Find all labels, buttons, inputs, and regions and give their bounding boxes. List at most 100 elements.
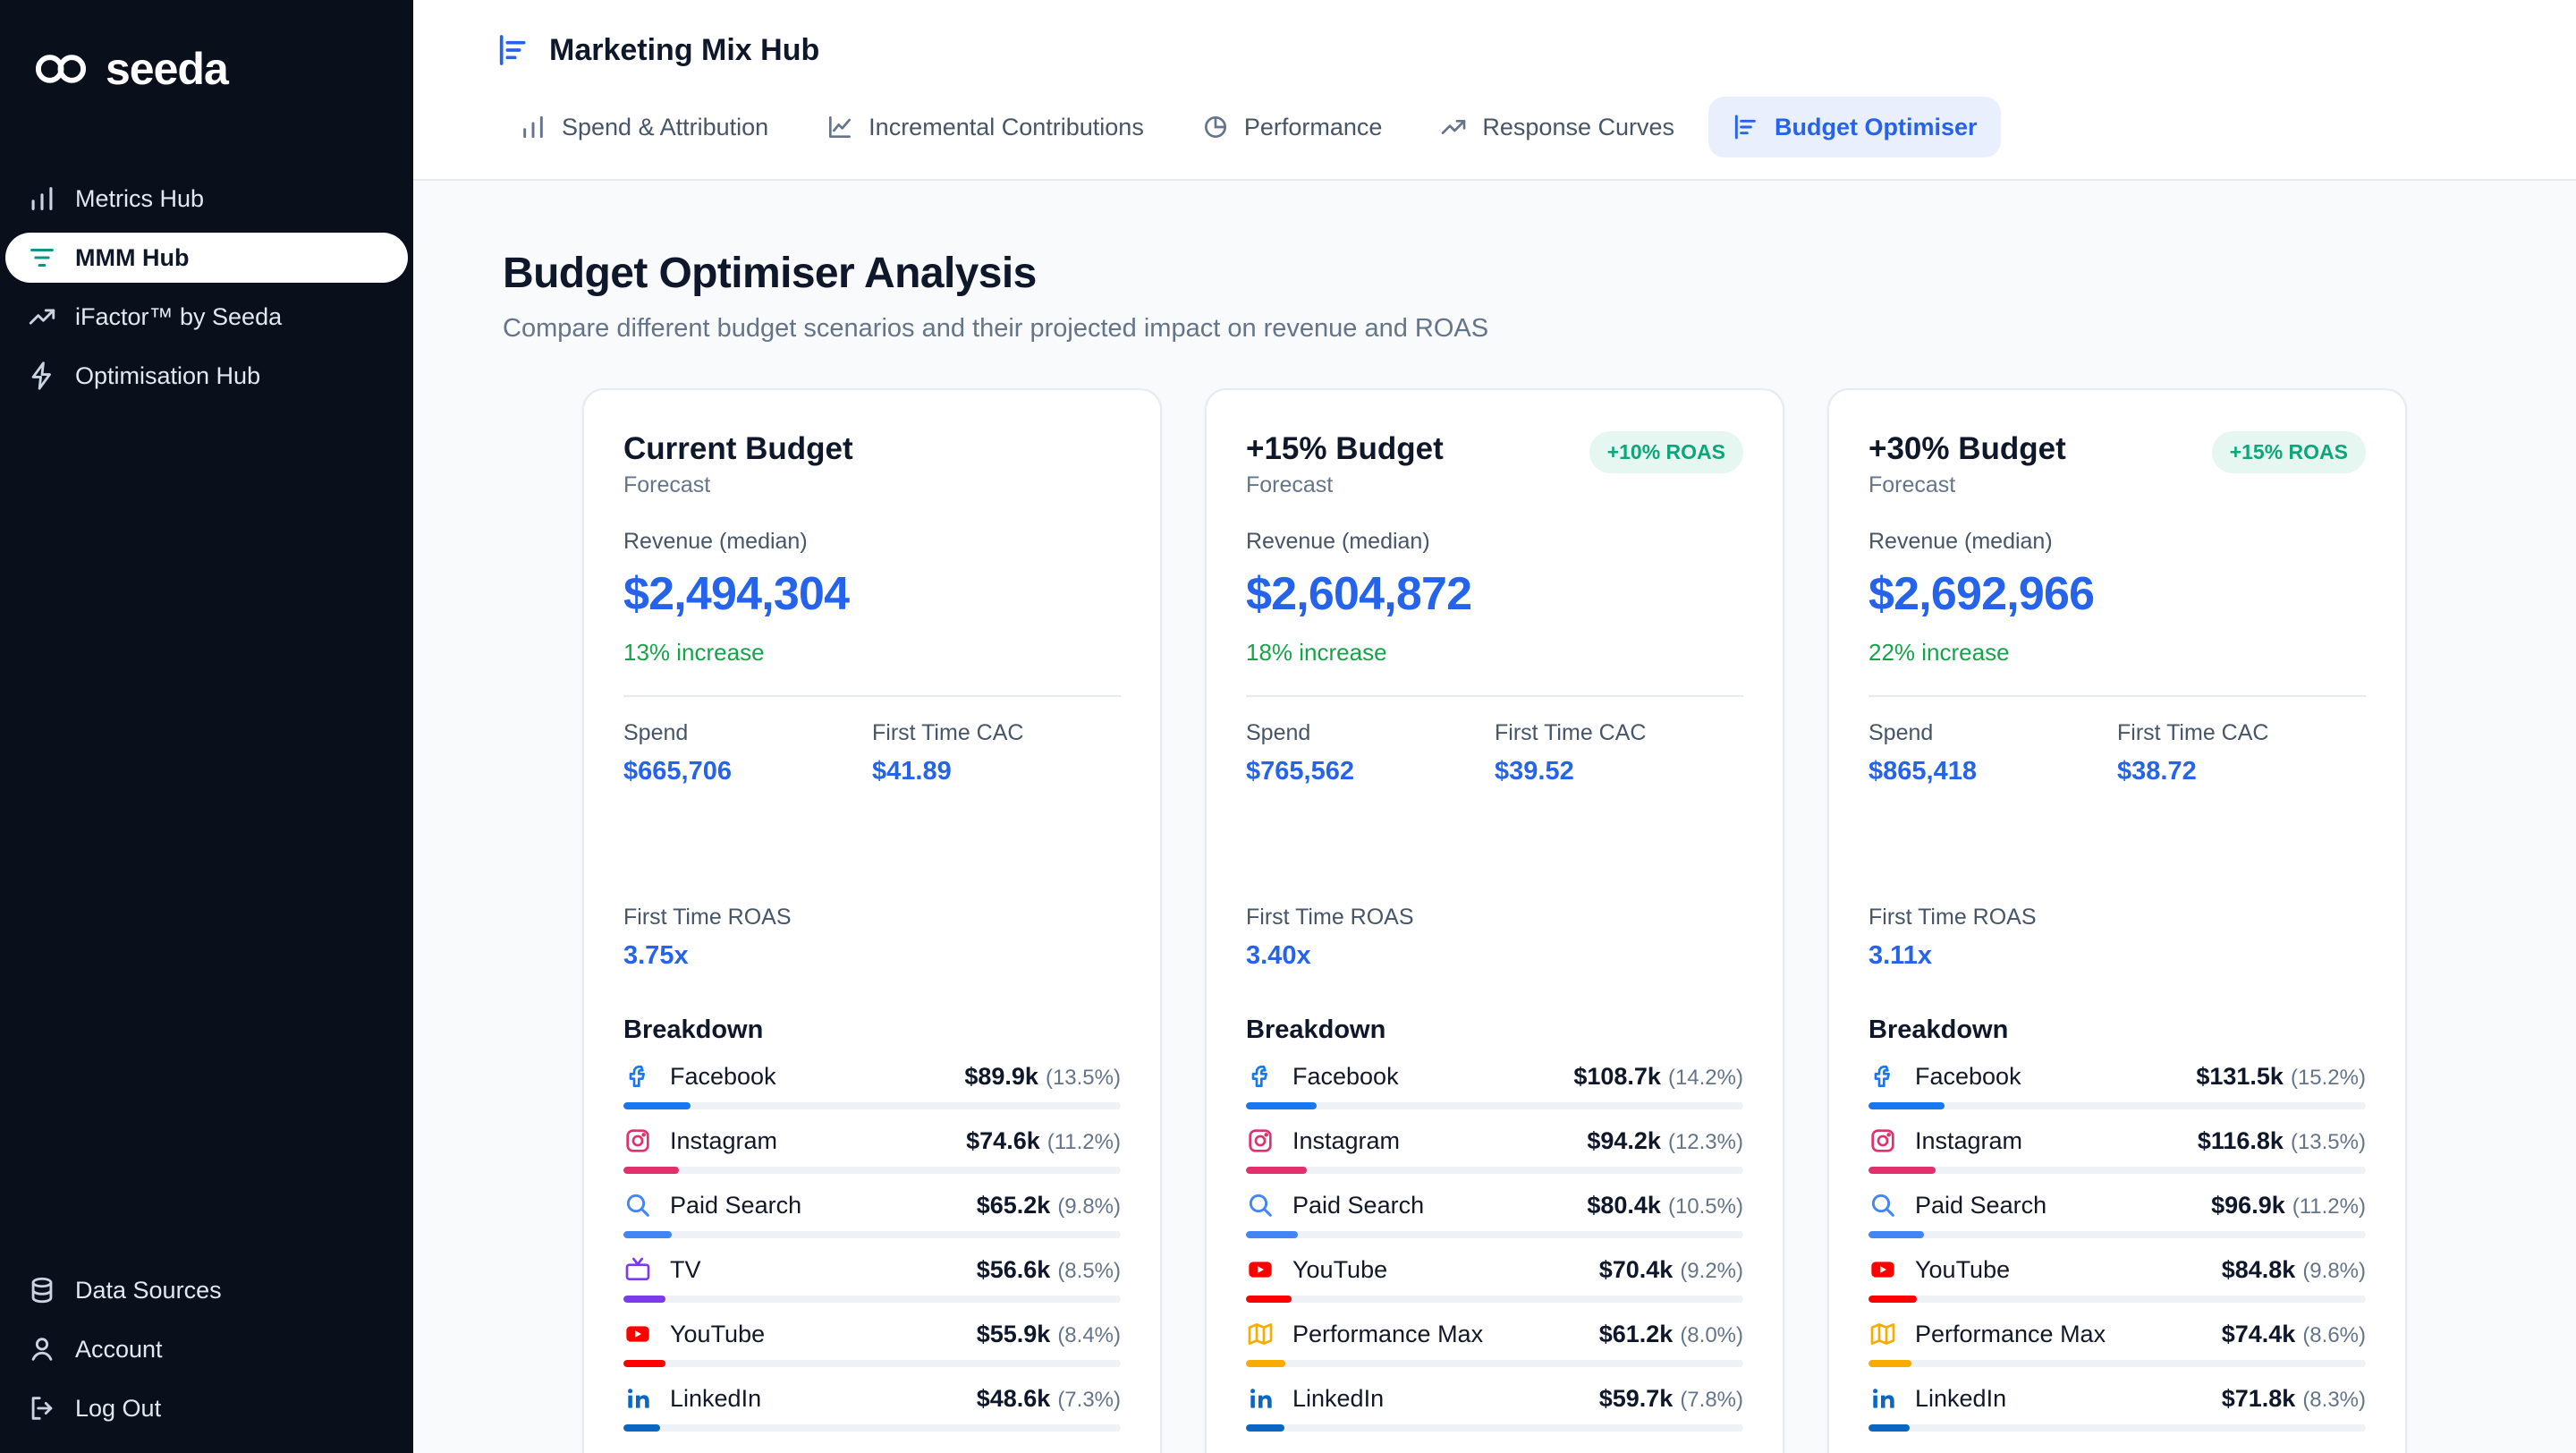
chart-line-icon (826, 113, 854, 141)
facebook-icon (1868, 1062, 1897, 1091)
channel-bar-track (1246, 1296, 1743, 1303)
sidebar-item-ifactor-by-seeda[interactable]: iFactor™ by Seeda (5, 292, 408, 342)
channel-amount: $96.9k (2211, 1191, 2285, 1219)
channel-pct: (9.8%) (2302, 1258, 2366, 1283)
spend-value: $765,562 (1246, 757, 1354, 786)
sidebar-item-optimisation-hub[interactable]: Optimisation Hub (5, 351, 408, 401)
sidebar-item-label: Metrics Hub (75, 184, 205, 212)
tab-spend-attribution[interactable]: Spend & Attribution (496, 97, 792, 157)
sidebar-item-label: Account (75, 1335, 163, 1363)
channel-pct: (11.2%) (2292, 1194, 2366, 1219)
app-logo[interactable]: seeda (0, 32, 413, 106)
logout-icon (27, 1393, 57, 1423)
tab-performance[interactable]: Performance (1178, 97, 1406, 157)
channel-bar-fill (1868, 1102, 1945, 1109)
channel-list: Facebook $131.5k (15.2%) (1868, 1045, 2366, 1432)
channel-bar-fill (1868, 1360, 1911, 1367)
channel-bar-fill (1868, 1296, 1918, 1303)
forecast-label: Forecast (1246, 472, 1334, 497)
increase-label: 22% increase (1868, 639, 2010, 666)
infinity-icon (32, 49, 89, 89)
channel-amount: $108.7k (1573, 1062, 1661, 1090)
tv-icon (623, 1255, 652, 1284)
card-title: +15% Budget (1246, 431, 1444, 466)
channel-item: Performance Max $61.2k (8.0%) (1246, 1303, 1743, 1367)
channel-name: Instagram (1915, 1126, 2023, 1154)
channel-pct: (7.8%) (1680, 1387, 1743, 1412)
channel-pct: (13.5%) (1045, 1065, 1121, 1090)
tab-response-curves[interactable]: Response Curves (1416, 97, 1698, 157)
channel-bar-fill (1246, 1360, 1286, 1367)
channel-item: Paid Search $65.2k (9.8%) (623, 1174, 1121, 1238)
scenario-cards: Current Budget Forecast Revenue (median)… (503, 388, 2487, 1453)
channel-bar-track (1246, 1360, 1743, 1367)
channel-amount: $74.6k (966, 1126, 1040, 1154)
card-title: +30% Budget (1868, 431, 2066, 466)
channel-item: Facebook $89.9k (13.5%) (623, 1045, 1121, 1109)
linkedin-icon (1868, 1384, 1897, 1413)
performance-max-icon (1246, 1320, 1275, 1348)
channel-bar-track (1868, 1424, 2366, 1432)
channel-bar-track (1868, 1360, 2366, 1367)
sidebar-item-data-sources[interactable]: Data Sources (5, 1265, 408, 1315)
channel-item: Facebook $108.7k (14.2%) (1246, 1045, 1743, 1109)
database-icon (27, 1275, 57, 1305)
channel-amount: $116.8k (2197, 1126, 2284, 1154)
channel-name: Paid Search (670, 1191, 802, 1219)
channel-name: Paid Search (1915, 1191, 2047, 1219)
channel-bar-fill (623, 1167, 680, 1174)
sidebar-item-log-out[interactable]: Log Out (5, 1383, 408, 1433)
roas-block: First Time ROAS 3.75x (623, 905, 1121, 971)
channel-bar-fill (623, 1296, 666, 1303)
tab-label: Response Curves (1482, 113, 1675, 140)
channel-name: YouTube (1915, 1255, 2011, 1283)
channel-item: Performance Max $74.4k (8.6%) (1868, 1303, 2366, 1367)
sidebar-nav: Metrics Hub MMM Hub iFactor™ by Seeda Op… (0, 174, 413, 401)
channel-bar-track (1868, 1102, 2366, 1109)
scenario-card-plus15-budget: +15% Budget Forecast +10% ROAS Revenue (… (1205, 388, 1784, 1453)
scenario-card-plus30-budget: +30% Budget Forecast +15% ROAS Revenue (… (1827, 388, 2407, 1453)
tab-label: Incremental Contributions (869, 113, 1144, 140)
tab-incremental-contributions[interactable]: Incremental Contributions (802, 97, 1167, 157)
spend-label: Spend (1868, 720, 1934, 745)
channel-bar-fill (1868, 1231, 1925, 1238)
revenue-value: $2,692,966 (1868, 568, 2095, 620)
tab-budget-optimiser[interactable]: Budget Optimiser (1708, 97, 2001, 157)
channel-name: Performance Max (1915, 1320, 2106, 1347)
channel-item: Instagram $94.2k (12.3%) (1246, 1109, 1743, 1174)
trending-up-icon (27, 302, 57, 332)
sidebar-item-label: MMM Hub (75, 243, 190, 271)
channel-bar-fill (623, 1102, 691, 1109)
divider (1246, 695, 1743, 697)
metrics-row: Spend $865,418 First Time CAC $38.72 (1868, 720, 2366, 786)
sidebar-item-account[interactable]: Account (5, 1324, 408, 1374)
channel-pct: (8.4%) (1057, 1322, 1121, 1347)
sidebar-item-metrics-hub[interactable]: Metrics Hub (5, 174, 408, 224)
channel-bar-track (623, 1231, 1121, 1238)
revenue-value: $2,604,872 (1246, 568, 1472, 620)
channel-bar-fill (1246, 1424, 1285, 1432)
roas-badge: +10% ROAS (1589, 431, 1743, 473)
topbar: Marketing Mix Hub Spend & Attribution In… (413, 0, 2576, 181)
sidebar-item-mmm-hub[interactable]: MMM Hub (5, 233, 408, 283)
channel-item: Instagram $116.8k (13.5%) (1868, 1109, 2366, 1174)
channel-pct: (10.5%) (1667, 1194, 1743, 1219)
channel-name: LinkedIn (1915, 1384, 2007, 1412)
channel-item: LinkedIn $59.7k (7.8%) (1246, 1367, 1743, 1432)
channel-name: Instagram (670, 1126, 778, 1154)
instagram-icon (1246, 1126, 1275, 1155)
sidebar-item-label: Optimisation Hub (75, 361, 261, 389)
increase-label: 18% increase (1246, 639, 1387, 666)
chart-rows-icon (496, 32, 531, 68)
channel-bar-track (623, 1360, 1121, 1367)
channel-bar-track (1868, 1167, 2366, 1174)
channel-item: Paid Search $80.4k (10.5%) (1246, 1174, 1743, 1238)
channel-bar-track (1246, 1167, 1743, 1174)
spend-label: Spend (623, 720, 689, 745)
channel-item: LinkedIn $71.8k (8.3%) (1868, 1367, 2366, 1432)
revenue-label: Revenue (median) (1868, 529, 2053, 554)
channel-name: Facebook (1915, 1062, 2021, 1090)
channel-amount: $48.6k (976, 1384, 1051, 1412)
channel-amount: $74.4k (2221, 1320, 2296, 1347)
